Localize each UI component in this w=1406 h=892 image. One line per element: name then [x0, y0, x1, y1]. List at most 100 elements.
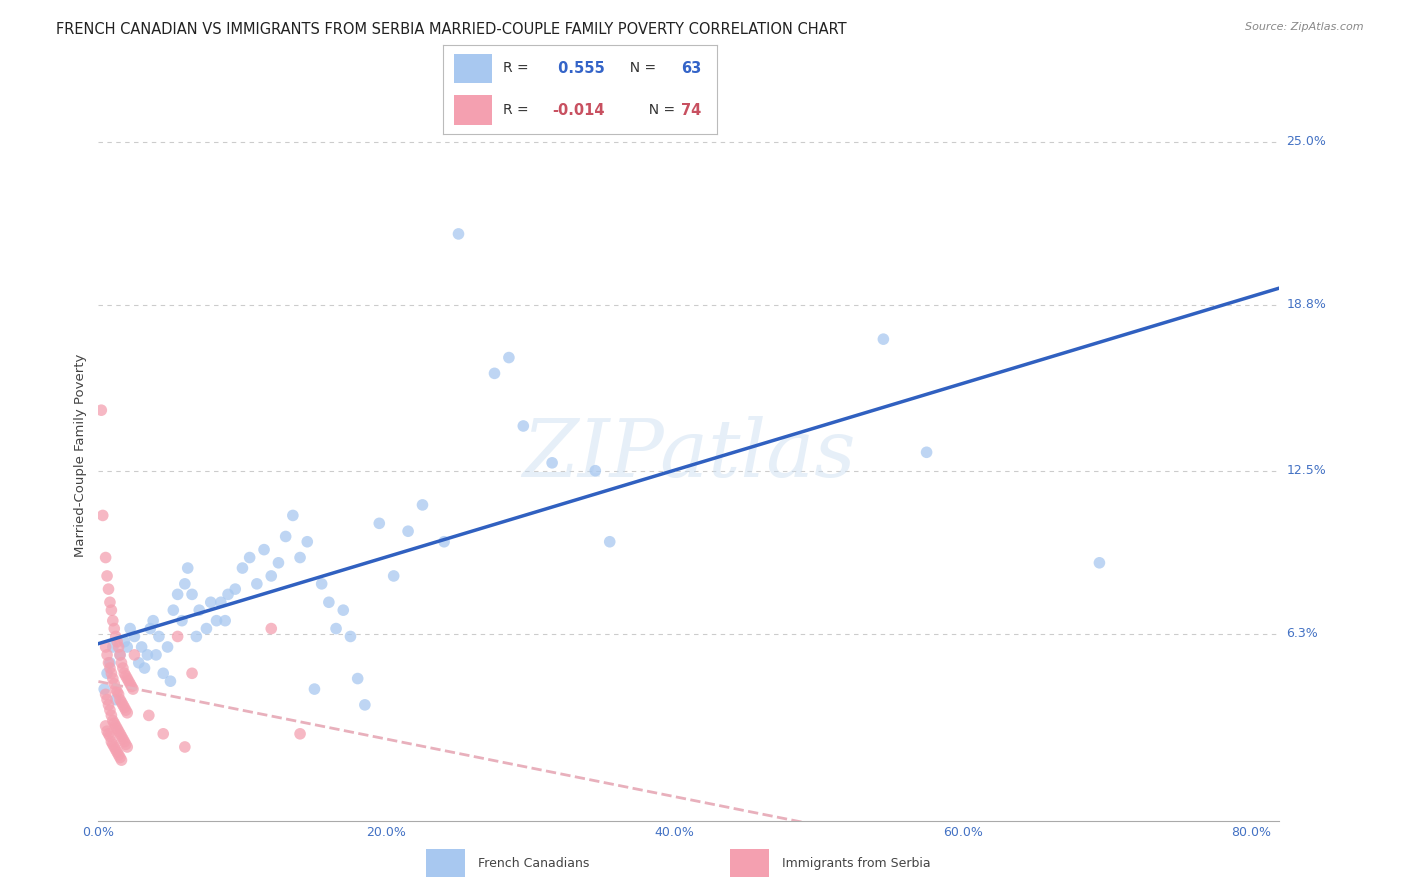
Point — [447, 227, 470, 241]
Point — [101, 672, 124, 686]
Point — [98, 661, 121, 675]
Point — [93, 682, 115, 697]
Point — [110, 730, 132, 744]
Point — [131, 640, 153, 654]
Point — [599, 534, 621, 549]
Text: ZIPatlas: ZIPatlas — [522, 417, 856, 493]
Point — [105, 722, 128, 736]
Point — [195, 622, 218, 636]
Point — [118, 674, 141, 689]
Point — [260, 569, 283, 583]
Text: 25.0%: 25.0% — [1286, 136, 1326, 148]
Text: R =: R = — [503, 62, 533, 75]
Point — [166, 630, 188, 644]
Point — [297, 534, 319, 549]
Bar — [426, 849, 465, 877]
Point — [318, 595, 340, 609]
Point — [100, 708, 122, 723]
Bar — [730, 849, 769, 877]
Point — [332, 603, 354, 617]
Point — [97, 582, 120, 596]
Point — [103, 739, 125, 754]
Point — [281, 508, 304, 523]
Text: FRENCH CANADIAN VS IMMIGRANTS FROM SERBIA MARRIED-COUPLE FAMILY POVERTY CORRELAT: FRENCH CANADIAN VS IMMIGRANTS FROM SERBI… — [56, 22, 846, 37]
Point — [224, 582, 246, 596]
Text: 63: 63 — [682, 61, 702, 76]
Point — [108, 648, 131, 662]
Point — [96, 666, 118, 681]
Text: 0.555: 0.555 — [553, 61, 605, 76]
Point — [382, 569, 405, 583]
Point — [304, 682, 326, 697]
Point — [181, 666, 204, 681]
Point — [1088, 556, 1111, 570]
Point — [98, 595, 121, 609]
Point — [107, 640, 129, 654]
Point — [498, 351, 520, 365]
Point — [114, 737, 136, 751]
Point — [104, 682, 127, 697]
FancyBboxPatch shape — [454, 95, 492, 125]
Point — [162, 603, 184, 617]
Point — [96, 648, 118, 662]
Text: -0.014: -0.014 — [553, 103, 605, 118]
Point — [104, 742, 127, 756]
Point — [177, 561, 200, 575]
Point — [915, 445, 938, 459]
Point — [124, 648, 146, 662]
Point — [101, 640, 124, 654]
Point — [105, 745, 128, 759]
Point — [120, 622, 142, 636]
Point — [396, 524, 419, 539]
Point — [274, 529, 297, 543]
Point — [108, 648, 131, 662]
Point — [354, 698, 377, 712]
Point — [112, 634, 135, 648]
Point — [121, 680, 143, 694]
Point — [583, 464, 606, 478]
Point — [97, 656, 120, 670]
Point — [107, 747, 129, 762]
Point — [114, 669, 136, 683]
Point — [104, 719, 127, 733]
Point — [96, 724, 118, 739]
Point — [512, 419, 534, 434]
Point — [200, 595, 222, 609]
Point — [105, 634, 128, 648]
Point — [260, 622, 283, 636]
Point — [98, 656, 121, 670]
Point — [145, 648, 167, 662]
Text: 6.3%: 6.3% — [1286, 627, 1319, 640]
Point — [124, 630, 146, 644]
Point — [253, 542, 276, 557]
Point — [105, 684, 128, 698]
Point — [214, 614, 236, 628]
Point — [173, 739, 195, 754]
Point — [217, 587, 239, 601]
Point — [173, 577, 195, 591]
Point — [339, 630, 361, 644]
Point — [311, 577, 333, 591]
Point — [111, 732, 134, 747]
Point — [108, 727, 131, 741]
Point — [97, 727, 120, 741]
Point — [122, 682, 145, 697]
Point — [94, 719, 117, 733]
Point — [346, 672, 368, 686]
Point — [97, 698, 120, 712]
Point — [114, 703, 136, 717]
Point — [170, 614, 193, 628]
Point — [136, 648, 159, 662]
Point — [100, 735, 122, 749]
Point — [120, 677, 142, 691]
Point — [94, 687, 117, 701]
Point — [128, 656, 150, 670]
Point — [484, 367, 506, 381]
Point — [112, 700, 135, 714]
Point — [115, 739, 138, 754]
Point — [134, 661, 156, 675]
Point — [98, 703, 121, 717]
Point — [115, 640, 138, 654]
Point — [231, 561, 253, 575]
Point — [101, 614, 124, 628]
